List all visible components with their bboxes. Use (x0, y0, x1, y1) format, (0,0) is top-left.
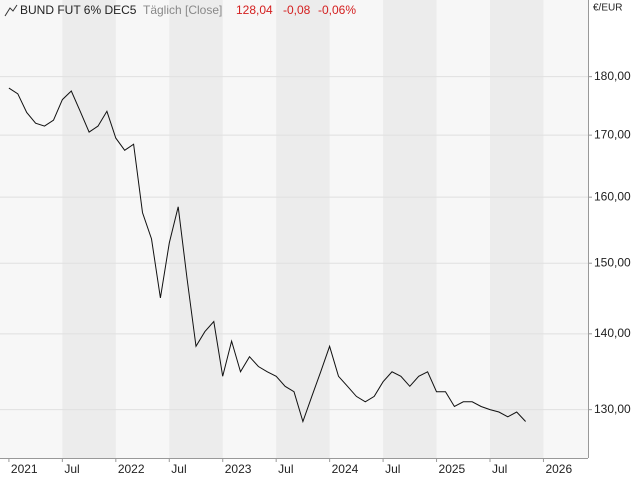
y-tick-label: 130,00 (594, 402, 631, 416)
x-tick-label: 2021 (11, 462, 38, 476)
half-year-band (62, 0, 116, 458)
y-tick-label: 180,00 (594, 69, 631, 83)
grid (0, 76, 592, 462)
x-tick-label: 2024 (332, 462, 359, 476)
change-pct: -0,06% (318, 3, 356, 17)
interval: Täglich [Close] (143, 3, 222, 17)
y-tick-label: 150,00 (594, 255, 631, 269)
half-year-band (490, 0, 544, 458)
last-price: 128,04 (236, 3, 273, 17)
x-tick-label: 2023 (225, 462, 252, 476)
marks (8, 87, 526, 424)
price-line (8, 87, 526, 424)
half-year-band (276, 0, 330, 458)
x-tick-label: 2022 (118, 462, 145, 476)
change: -0,08 (283, 3, 311, 17)
x-tick-label: Jul (64, 462, 79, 476)
y-tick-label: 160,00 (594, 189, 631, 203)
y-tick-label: 170,00 (594, 127, 631, 141)
x-tick-label: 2025 (439, 462, 466, 476)
chart-icon (4, 4, 18, 17)
unit: €/EUR (593, 3, 622, 14)
x-tick-label: 2026 (545, 462, 572, 476)
instrument: BUND FUT 6% DEC5 (20, 3, 137, 17)
x-tick-label: Jul (492, 462, 507, 476)
labels: 2021 Jul 2022 Jul 2023 Jul 2024 Jul 2025 Jul 2026 1… (11, 69, 631, 476)
x-tick-label: Jul (171, 462, 186, 476)
x-tick-label: Jul (385, 462, 400, 476)
half-year-band (169, 0, 223, 458)
y-tick-label: 140,00 (594, 326, 631, 340)
half-year-band (383, 0, 437, 458)
x-tick-label: Jul (278, 462, 293, 476)
